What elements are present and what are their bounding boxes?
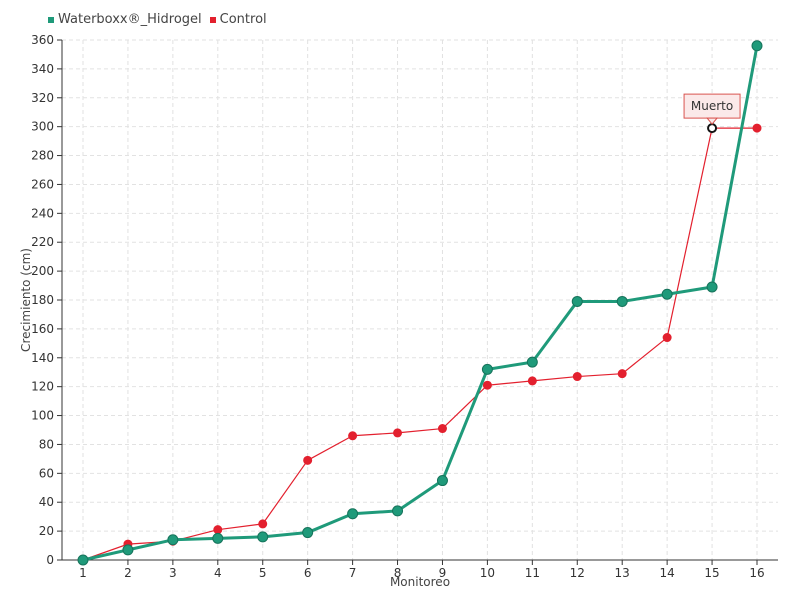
data-point: [661, 288, 673, 300]
grid: [62, 39, 778, 560]
x-tick-label: 12: [570, 566, 585, 580]
data-point: [258, 519, 268, 529]
x-tick-label: 6: [304, 566, 312, 580]
x-tick-label: 1: [79, 566, 87, 580]
data-point: [303, 455, 313, 465]
y-tick-labels: 0 20 40 60 80 100 120 140 160 180 200 220 240 260 280 3…: [31, 33, 54, 567]
data-point: [122, 544, 134, 556]
series-waterboxx: [77, 40, 763, 566]
series-line: [82, 45, 759, 562]
data-point: [77, 554, 89, 566]
data-point: [437, 424, 447, 434]
data-point: [212, 532, 224, 544]
data-point: [751, 40, 763, 52]
y-tick-label: 260: [31, 177, 54, 191]
data-point: [393, 428, 403, 438]
annotation-pointer: [705, 117, 719, 125]
y-tick-label: 240: [31, 206, 54, 220]
y-tick-label: 140: [31, 351, 54, 365]
data-point: [572, 372, 582, 382]
data-point: [662, 333, 672, 343]
x-tick-label: 15: [704, 566, 719, 580]
y-tick-label: 320: [31, 91, 54, 105]
data-point: [482, 380, 492, 390]
series-control: [78, 123, 762, 565]
legend-label-control: Control: [219, 12, 267, 27]
x-tick-labels: 1 2 3 4 5 6 7 8 9 10 11 12 13 14 15 16: [79, 566, 764, 580]
series-line: [82, 127, 757, 561]
y-tick-label: 100: [31, 409, 54, 423]
annotation: Muerto: [683, 93, 741, 125]
y-tick-label: 20: [39, 524, 54, 538]
x-tick-label: 2: [124, 566, 132, 580]
data-point: [347, 508, 359, 520]
axes: [57, 39, 778, 565]
x-tick-label: 10: [480, 566, 495, 580]
y-tick-label: 180: [31, 293, 54, 307]
y-tick-label: 340: [31, 62, 54, 76]
data-point: [526, 356, 538, 368]
data-point: [257, 531, 269, 543]
y-tick-label: 120: [31, 380, 54, 394]
y-tick-label: 40: [39, 495, 54, 509]
y-tick-label: 360: [31, 33, 54, 47]
y-axis-title: Crecimiento (cm): [19, 248, 33, 352]
data-point: [167, 534, 179, 546]
y-tick-label: 220: [31, 235, 54, 249]
y-tick-label: 60: [39, 466, 54, 480]
data-point: [392, 505, 404, 517]
data-point: [617, 369, 627, 379]
x-tick-label: 14: [659, 566, 674, 580]
y-tick-label: 80: [39, 437, 54, 451]
legend-item-control[interactable]: Control: [209, 12, 267, 27]
x-tick-label: 13: [615, 566, 630, 580]
x-tick-label: 5: [259, 566, 267, 580]
data-point: [302, 527, 314, 539]
x-tick-label: 11: [525, 566, 540, 580]
legend: Waterboxx®_Hidrogel Control: [48, 12, 267, 27]
legend-swatch-waterboxx: [48, 16, 54, 23]
legend-swatch-control: [209, 16, 216, 23]
x-tick-label: 7: [349, 566, 357, 580]
data-point: [348, 431, 358, 441]
y-tick-label: 0: [46, 553, 54, 567]
legend-label-waterboxx: Waterboxx®_Hidrogel: [58, 12, 202, 27]
x-tick-label: 16: [749, 566, 764, 580]
series-group: [77, 40, 763, 566]
x-tick-label: 9: [439, 566, 447, 580]
annotation-box: [683, 93, 741, 119]
y-tick-label: 300: [31, 120, 54, 134]
annotation-label: Muerto: [691, 99, 733, 113]
x-tick-label: 3: [169, 566, 177, 580]
data-point: [706, 281, 718, 293]
data-point: [436, 475, 448, 487]
x-tick-label: 4: [214, 566, 222, 580]
data-point: [213, 525, 223, 535]
legend-item-waterboxx[interactable]: Waterboxx®_Hidrogel: [48, 12, 202, 27]
data-point: [752, 123, 762, 133]
x-tick-label: 8: [394, 566, 402, 580]
data-point: [571, 295, 583, 307]
data-point: [616, 295, 628, 307]
y-tick-label: 200: [31, 264, 54, 278]
y-tick-label: 280: [31, 149, 54, 163]
data-point: [527, 376, 537, 386]
x-axis-title: Monitoreo: [390, 575, 450, 589]
data-point: [707, 123, 718, 134]
data-point: [481, 363, 493, 375]
y-tick-label: 160: [31, 322, 54, 336]
